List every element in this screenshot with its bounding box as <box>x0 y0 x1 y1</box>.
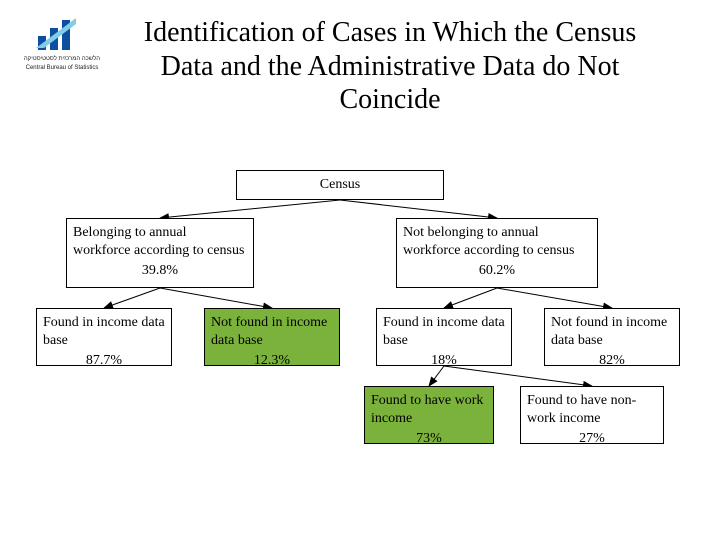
node-census-root: Census <box>236 170 444 200</box>
node-percent: 60.2% <box>403 262 591 280</box>
node-percent: 12.3% <box>211 352 333 370</box>
node-label: Not found in income data base <box>211 314 333 349</box>
node-percent: 82% <box>551 352 673 370</box>
node-label: Not belonging to annual workforce accord… <box>403 224 591 259</box>
node-percent: 87.7% <box>43 352 165 370</box>
logo-caption-english: Central Bureau of Statistics <box>18 65 106 72</box>
node-found-right: Found in income data base 18% <box>376 308 512 366</box>
node-percent: 39.8% <box>73 262 247 280</box>
node-not-belonging-workforce: Not belonging to annual workforce accord… <box>396 218 598 288</box>
node-label: Found in income data base <box>43 314 165 349</box>
node-percent: 73% <box>371 430 487 448</box>
node-notfound-right: Not found in income data base 82% <box>544 308 680 366</box>
node-work-income: Found to have work income 73% <box>364 386 494 444</box>
node-label: Census <box>243 176 437 194</box>
slide-title: Identification of Cases in Which the Cen… <box>120 16 660 117</box>
logo-icon <box>32 14 92 54</box>
node-nonwork-income: Found to have non-work income 27% <box>520 386 664 444</box>
node-label: Not found in income data base <box>551 314 673 349</box>
node-belonging-workforce: Belonging to annual workforce according … <box>66 218 254 288</box>
node-percent: 18% <box>383 352 505 370</box>
node-notfound-left: Not found in income data base 12.3% <box>204 308 340 366</box>
node-label: Found to have non-work income <box>527 392 657 427</box>
logo-caption-hebrew: הלשכה המרכזית לסטטיסטיקה <box>18 56 106 63</box>
node-percent: 27% <box>527 430 657 448</box>
org-logo: הלשכה המרכזית לסטטיסטיקה Central Bureau … <box>18 14 106 71</box>
node-label: Found to have work income <box>371 392 487 427</box>
node-label: Found in income data base <box>383 314 505 349</box>
node-label: Belonging to annual workforce according … <box>73 224 247 259</box>
node-found-left: Found in income data base 87.7% <box>36 308 172 366</box>
